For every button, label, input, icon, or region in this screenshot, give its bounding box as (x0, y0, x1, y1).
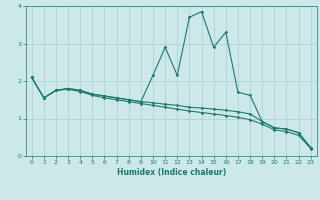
X-axis label: Humidex (Indice chaleur): Humidex (Indice chaleur) (116, 168, 226, 177)
